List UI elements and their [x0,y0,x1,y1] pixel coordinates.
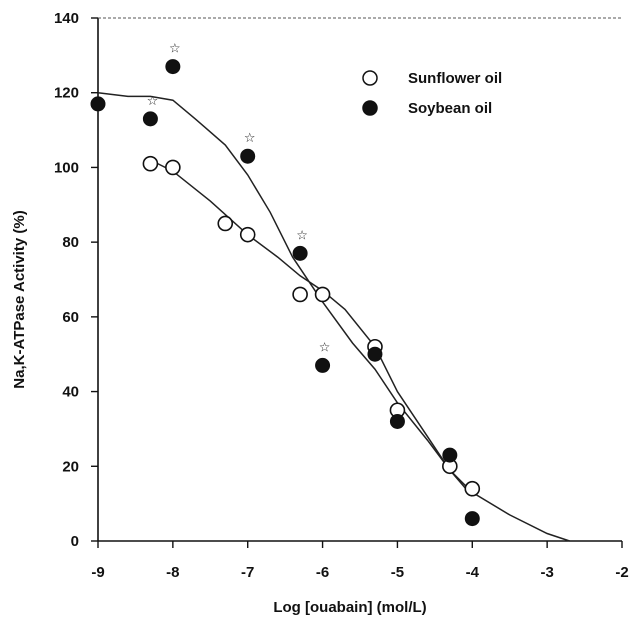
y-tick-label: 100 [54,159,79,176]
x-tick-label: -9 [91,564,104,581]
x-tick-label: -3 [540,564,553,581]
significance-markers: ☆ ☆ ☆ ☆ ☆ [147,42,331,356]
soybean-point [240,148,256,164]
soybean-point [315,357,331,373]
x-tick-label: -6 [316,564,329,581]
y-tick-label: 60 [62,309,79,326]
fit-curve-sunflower [150,159,570,542]
legend-marker-sunflower [362,70,378,86]
legend-label: Soybean oil [408,100,492,117]
sunflower-point [314,286,331,303]
soybean-point [442,447,458,463]
x-tick-label: -4 [466,564,480,581]
y-tick-label: 80 [62,234,79,251]
x-axis-title: Log [ouabain] (mol/L) [273,599,426,616]
data-points [90,59,481,527]
y-tick-label: 140 [54,10,79,27]
legend-marker-soybean [362,100,378,116]
significance-star: ☆ [296,228,308,243]
sunflower-point [217,215,234,232]
legend-label: Sunflower oil [408,70,502,87]
legend: Sunflower oil Soybean oil [362,70,502,117]
x-tick-label: -8 [166,564,179,581]
y-tick-label: 20 [62,458,79,475]
significance-star: ☆ [319,340,331,355]
sunflower-point [165,159,181,176]
sunflower-point [142,155,159,172]
significance-star: ☆ [244,131,256,146]
x-tick-label: -7 [241,564,254,581]
soybean-point [165,59,181,75]
soybean-point [142,111,158,127]
sunflower-point [292,286,308,303]
axes-layer: -9 -8 -7 -6 -5 -4 -3 -2 0 20 40 60 80 100 120 140 [54,10,629,581]
fit-curve-soybean [97,91,473,497]
soybean-point [464,511,480,527]
soybean-point [389,413,405,429]
significance-star: ☆ [147,94,159,109]
soybean-point [292,245,308,261]
y-tick-label: 40 [62,384,79,401]
sunflower-point [239,226,256,243]
significance-star: ☆ [169,42,181,57]
y-tick-label: 0 [71,533,79,550]
y-tick-label: 120 [54,85,79,102]
x-tick-label: -2 [615,564,628,581]
soybean-point [90,96,106,112]
soybean-point [367,346,383,362]
fit-curves [97,91,570,542]
y-axis-title: Na,K-ATPase Activity (%) [11,210,28,388]
x-tick-label: -5 [391,564,404,581]
sunflower-point [464,480,481,497]
